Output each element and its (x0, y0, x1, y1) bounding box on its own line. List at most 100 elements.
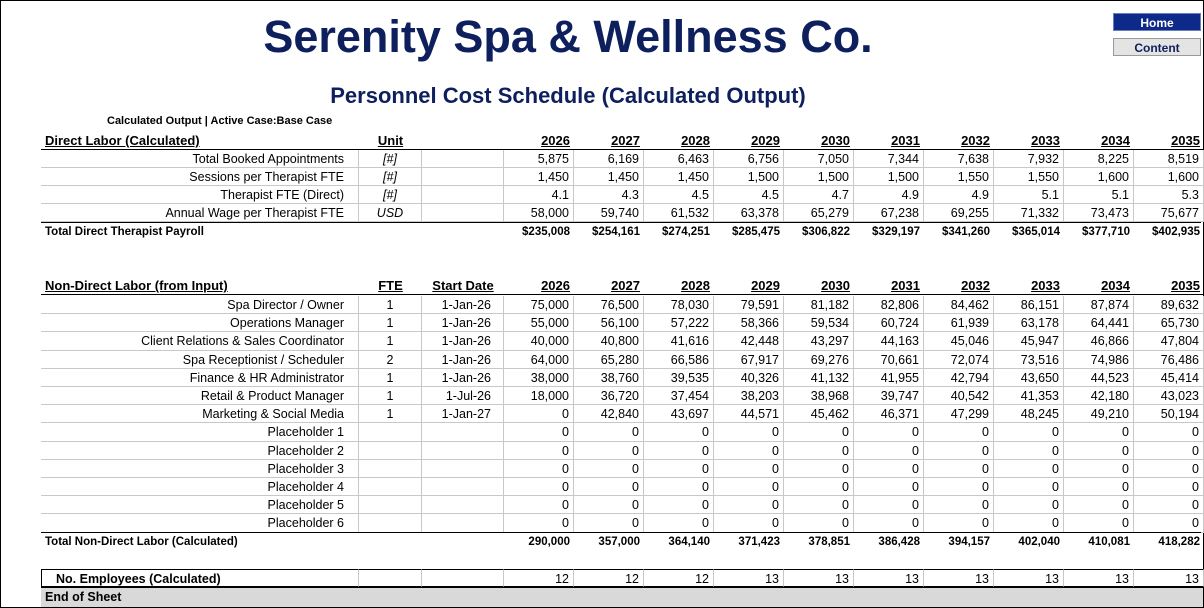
content-button[interactable]: Content (1113, 38, 1201, 56)
home-button[interactable]: Home (1113, 13, 1201, 31)
row-label: Placeholder 2 (41, 441, 359, 460)
row-label: Therapist FTE (Direct) (41, 186, 359, 204)
total-value: $341,260 (942, 226, 990, 238)
fte-cell: 1 (359, 405, 422, 424)
value-cell: 0 (714, 478, 784, 497)
row-label: Operations Manager (41, 314, 359, 333)
value-cell: 65,730 (1134, 314, 1204, 333)
value-cell: 0 (1064, 496, 1134, 515)
date-cell: 1-Jan-26 (422, 296, 504, 315)
fte-cell (359, 441, 422, 460)
fte-cell (359, 423, 422, 442)
value-cell: 0 (784, 459, 854, 478)
row-label: Annual Wage per Therapist FTE (41, 204, 359, 222)
value-cell: 4.3 (574, 186, 644, 204)
column-header: 2027 (574, 277, 644, 295)
value-cell: 42,180 (1064, 387, 1134, 406)
column-header: 2031 (854, 132, 924, 150)
value-cell: 1,450 (504, 168, 574, 186)
value-cell: 41,132 (784, 368, 854, 387)
date-cell: 1-Jan-26 (422, 350, 504, 369)
value-cell: 41,353 (994, 387, 1064, 406)
fte-cell: 1 (359, 332, 422, 351)
value-cell: 45,947 (994, 332, 1064, 351)
empty-cell (422, 569, 504, 587)
value-cell: 41,955 (854, 368, 924, 387)
total-value: 290,000 (528, 536, 570, 548)
date-cell (422, 496, 504, 515)
value-cell: 67,238 (854, 204, 924, 222)
value-cell: 0 (924, 496, 994, 515)
date-cell: 1-Jan-26 (422, 314, 504, 333)
row-label: Placeholder 4 (41, 478, 359, 497)
value-cell: 37,454 (644, 387, 714, 406)
row-label: Client Relations & Sales Coordinator (41, 332, 359, 351)
value-cell: 1,450 (574, 168, 644, 186)
value-cell: 50,194 (1134, 405, 1204, 424)
value-cell: 0 (994, 441, 1064, 460)
value-cell: 1,550 (924, 168, 994, 186)
value-cell: 0 (994, 478, 1064, 497)
value-cell: 13 (994, 569, 1064, 587)
date-cell (422, 514, 504, 533)
value-cell: 0 (994, 496, 1064, 515)
value-cell: 13 (854, 569, 924, 587)
column-header: 2035 (1134, 132, 1204, 150)
date-cell (422, 441, 504, 460)
value-cell: 58,000 (504, 204, 574, 222)
value-cell: 73,473 (1064, 204, 1134, 222)
value-cell: 1,550 (994, 168, 1064, 186)
empty-cell (359, 569, 422, 587)
value-cell: 4.5 (714, 186, 784, 204)
value-cell: 12 (644, 569, 714, 587)
total-value: $402,935 (1152, 226, 1200, 238)
value-cell: 0 (1064, 441, 1134, 460)
value-cell: 45,414 (1134, 368, 1204, 387)
value-cell: 0 (924, 514, 994, 533)
value-cell: 0 (644, 423, 714, 442)
value-cell: 44,523 (1064, 368, 1134, 387)
value-cell: 7,050 (784, 150, 854, 168)
value-cell: 0 (784, 441, 854, 460)
value-cell: 82,806 (854, 296, 924, 315)
value-cell: 1,500 (784, 168, 854, 186)
column-header: 2029 (714, 132, 784, 150)
total-value: $285,475 (732, 226, 780, 238)
column-header: 2028 (644, 132, 714, 150)
date-cell (422, 423, 504, 442)
rule (41, 222, 1201, 223)
column-header: Start Date (422, 277, 504, 295)
value-cell: 4.9 (854, 186, 924, 204)
total-value: 364,140 (668, 536, 710, 548)
value-cell: 0 (1134, 441, 1204, 460)
value-cell: 0 (784, 423, 854, 442)
value-cell: 75,000 (504, 296, 574, 315)
value-cell: 0 (574, 459, 644, 478)
row-label: Placeholder 6 (41, 514, 359, 533)
value-cell: 0 (644, 478, 714, 497)
value-cell: 0 (784, 514, 854, 533)
value-cell: 0 (644, 496, 714, 515)
column-header: 2029 (714, 277, 784, 295)
value-cell: 38,203 (714, 387, 784, 406)
value-cell: 0 (504, 514, 574, 533)
value-cell: 0 (784, 478, 854, 497)
date-cell: 1-Jan-26 (422, 332, 504, 351)
value-cell: 69,255 (924, 204, 994, 222)
row-label: No. Employees (Calculated) (41, 569, 359, 587)
value-cell: 64,000 (504, 350, 574, 369)
date-cell: 1-Jan-26 (422, 368, 504, 387)
value-cell: 4.7 (784, 186, 854, 204)
column-header: 2027 (574, 132, 644, 150)
fte-cell: 1 (359, 387, 422, 406)
caption: Calculated Output | Active Case:Base Cas… (107, 115, 333, 127)
value-cell: 40,000 (504, 332, 574, 351)
value-cell: 0 (854, 496, 924, 515)
value-cell: 1,600 (1064, 168, 1134, 186)
value-cell: 75,677 (1134, 204, 1204, 222)
value-cell: 0 (854, 459, 924, 478)
value-cell: 39,747 (854, 387, 924, 406)
value-cell: 1,500 (854, 168, 924, 186)
unit-cell: [#] (359, 168, 422, 186)
fte-cell: 2 (359, 350, 422, 369)
